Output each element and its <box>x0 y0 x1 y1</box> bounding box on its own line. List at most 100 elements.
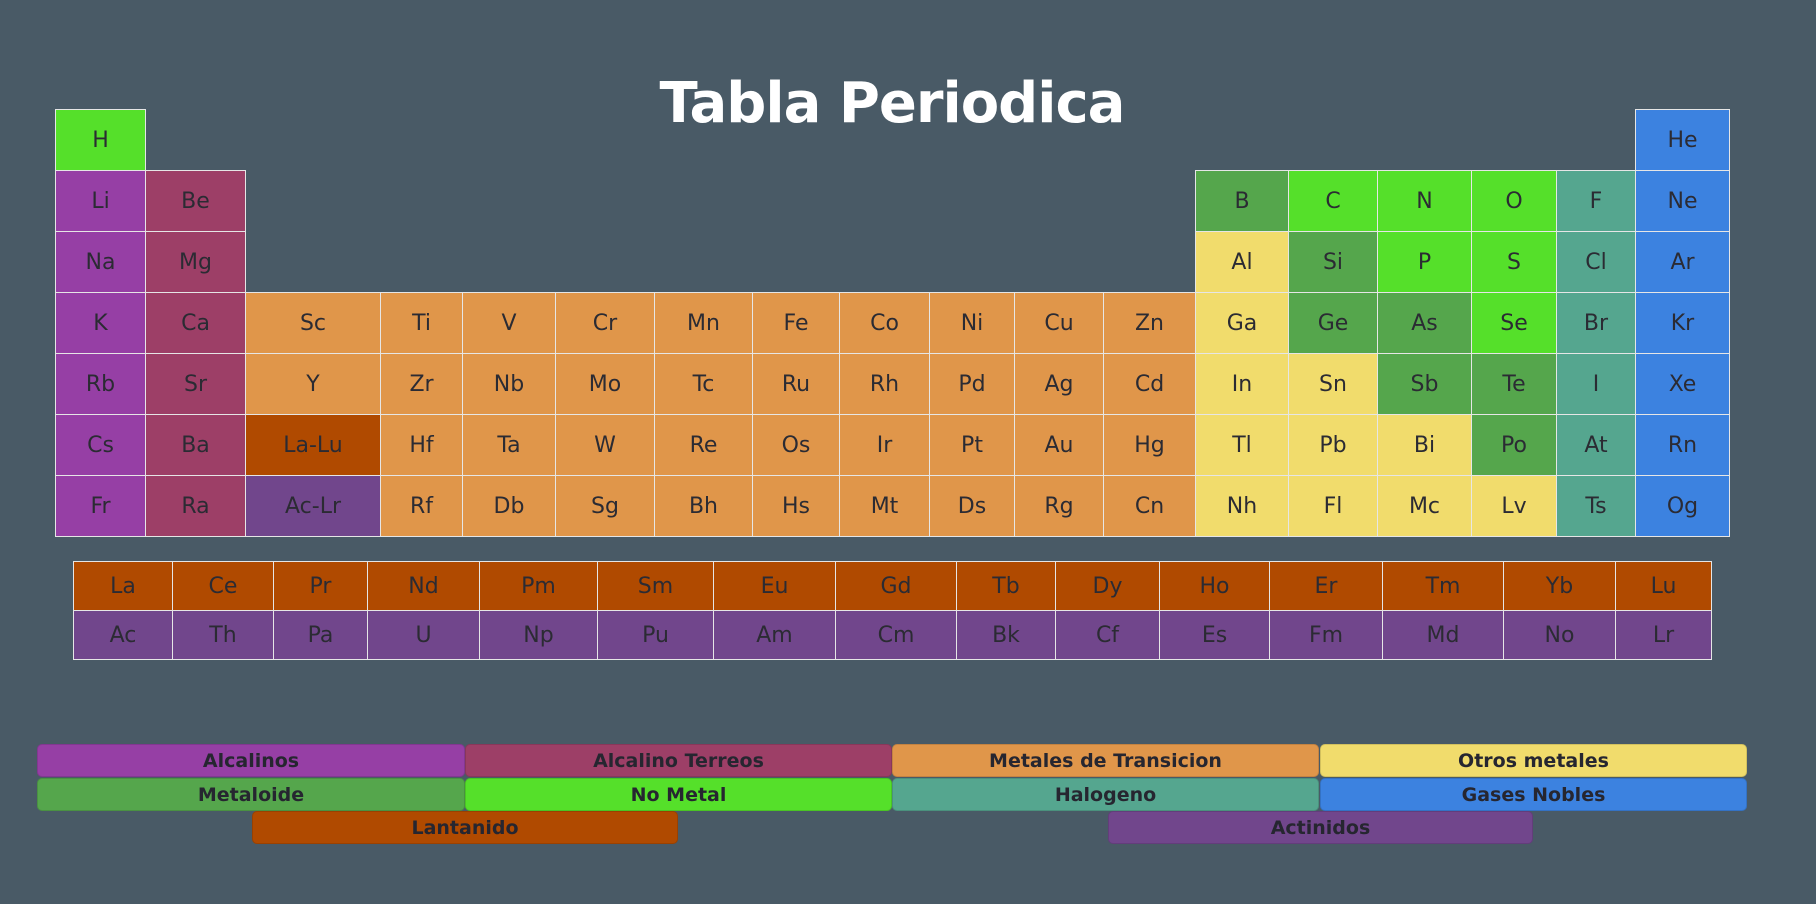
element-cell-sm[interactable]: Sm <box>597 561 714 611</box>
element-cell-ag[interactable]: Ag <box>1014 353 1104 415</box>
element-cell-in[interactable]: In <box>1195 353 1289 415</box>
element-cell-am[interactable]: Am <box>713 610 836 660</box>
element-cell-sr[interactable]: Sr <box>145 353 246 415</box>
element-cell-b[interactable]: B <box>1195 170 1289 232</box>
element-cell-ga[interactable]: Ga <box>1195 292 1289 354</box>
element-cell-ra[interactable]: Ra <box>145 475 246 537</box>
element-cell-ca[interactable]: Ca <box>145 292 246 354</box>
element-cell-sb[interactable]: Sb <box>1377 353 1472 415</box>
element-cell-cu[interactable]: Cu <box>1014 292 1104 354</box>
element-cell-bk[interactable]: Bk <box>956 610 1056 660</box>
element-cell-he[interactable]: He <box>1635 109 1730 171</box>
element-cell-w[interactable]: W <box>555 414 655 476</box>
element-cell-nb[interactable]: Nb <box>462 353 556 415</box>
element-cell-dy[interactable]: Dy <box>1055 561 1160 611</box>
element-cell-po[interactable]: Po <box>1471 414 1557 476</box>
element-cell-at[interactable]: At <box>1556 414 1636 476</box>
element-cell-th[interactable]: Th <box>172 610 274 660</box>
element-cell-np[interactable]: Np <box>479 610 598 660</box>
element-cell-rb[interactable]: Rb <box>55 353 146 415</box>
element-cell-ar[interactable]: Ar <box>1635 231 1730 293</box>
element-cell-re[interactable]: Re <box>654 414 753 476</box>
element-cell-tl[interactable]: Tl <box>1195 414 1289 476</box>
element-cell-au[interactable]: Au <box>1014 414 1104 476</box>
legend-button-lantanido[interactable]: Lantanido <box>252 811 678 844</box>
element-cell-mn[interactable]: Mn <box>654 292 753 354</box>
element-cell-co[interactable]: Co <box>839 292 930 354</box>
element-cell-no[interactable]: No <box>1503 610 1616 660</box>
element-cell-ba[interactable]: Ba <box>145 414 246 476</box>
element-cell-cn[interactable]: Cn <box>1103 475 1196 537</box>
element-cell-xe[interactable]: Xe <box>1635 353 1730 415</box>
element-cell-mc[interactable]: Mc <box>1377 475 1472 537</box>
element-cell-pa[interactable]: Pa <box>273 610 368 660</box>
element-cell-br[interactable]: Br <box>1556 292 1636 354</box>
element-cell-v[interactable]: V <box>462 292 556 354</box>
element-cell-pd[interactable]: Pd <box>929 353 1015 415</box>
element-cell-s[interactable]: S <box>1471 231 1557 293</box>
element-cell-pm[interactable]: Pm <box>479 561 598 611</box>
element-cell-ce[interactable]: Ce <box>172 561 274 611</box>
element-cell-la-lu[interactable]: La-Lu <box>245 414 381 476</box>
element-cell-ir[interactable]: Ir <box>839 414 930 476</box>
element-cell-ne[interactable]: Ne <box>1635 170 1730 232</box>
element-cell-c[interactable]: C <box>1288 170 1378 232</box>
element-cell-tb[interactable]: Tb <box>956 561 1056 611</box>
element-cell-u[interactable]: U <box>367 610 480 660</box>
element-cell-zr[interactable]: Zr <box>380 353 463 415</box>
element-cell-nh[interactable]: Nh <box>1195 475 1289 537</box>
element-cell-nd[interactable]: Nd <box>367 561 480 611</box>
legend-button-otros-metales[interactable]: Otros metales <box>1320 744 1747 777</box>
element-cell-ds[interactable]: Ds <box>929 475 1015 537</box>
element-cell-pr[interactable]: Pr <box>273 561 368 611</box>
element-cell-p[interactable]: P <box>1377 231 1472 293</box>
element-cell-ac-lr[interactable]: Ac-Lr <box>245 475 381 537</box>
legend-button-halogeno[interactable]: Halogeno <box>892 778 1319 811</box>
element-cell-pb[interactable]: Pb <box>1288 414 1378 476</box>
element-cell-fe[interactable]: Fe <box>752 292 840 354</box>
element-cell-n[interactable]: N <box>1377 170 1472 232</box>
element-cell-pt[interactable]: Pt <box>929 414 1015 476</box>
element-cell-sn[interactable]: Sn <box>1288 353 1378 415</box>
element-cell-ni[interactable]: Ni <box>929 292 1015 354</box>
element-cell-la[interactable]: La <box>73 561 173 611</box>
element-cell-al[interactable]: Al <box>1195 231 1289 293</box>
element-cell-gd[interactable]: Gd <box>835 561 957 611</box>
element-cell-i[interactable]: I <box>1556 353 1636 415</box>
legend-button-no-metal[interactable]: No Metal <box>465 778 892 811</box>
element-cell-sg[interactable]: Sg <box>555 475 655 537</box>
element-cell-db[interactable]: Db <box>462 475 556 537</box>
element-cell-ho[interactable]: Ho <box>1159 561 1270 611</box>
element-cell-er[interactable]: Er <box>1269 561 1383 611</box>
element-cell-o[interactable]: O <box>1471 170 1557 232</box>
element-cell-lr[interactable]: Lr <box>1615 610 1712 660</box>
element-cell-ta[interactable]: Ta <box>462 414 556 476</box>
element-cell-te[interactable]: Te <box>1471 353 1557 415</box>
element-cell-og[interactable]: Og <box>1635 475 1730 537</box>
element-cell-cl[interactable]: Cl <box>1556 231 1636 293</box>
element-cell-tm[interactable]: Tm <box>1382 561 1504 611</box>
element-cell-as[interactable]: As <box>1377 292 1472 354</box>
element-cell-lu[interactable]: Lu <box>1615 561 1712 611</box>
legend-button-transicion[interactable]: Metales de Transicion <box>892 744 1319 777</box>
element-cell-fm[interactable]: Fm <box>1269 610 1383 660</box>
element-cell-zn[interactable]: Zn <box>1103 292 1196 354</box>
legend-button-metaloide[interactable]: Metaloide <box>37 778 465 811</box>
legend-button-alcalino-terreos[interactable]: Alcalino Terreos <box>465 744 892 777</box>
element-cell-es[interactable]: Es <box>1159 610 1270 660</box>
legend-button-gases-nobles[interactable]: Gases Nobles <box>1320 778 1747 811</box>
element-cell-ru[interactable]: Ru <box>752 353 840 415</box>
element-cell-mg[interactable]: Mg <box>145 231 246 293</box>
element-cell-h[interactable]: H <box>55 109 146 171</box>
element-cell-bi[interactable]: Bi <box>1377 414 1472 476</box>
element-cell-na[interactable]: Na <box>55 231 146 293</box>
element-cell-mt[interactable]: Mt <box>839 475 930 537</box>
element-cell-be[interactable]: Be <box>145 170 246 232</box>
element-cell-rg[interactable]: Rg <box>1014 475 1104 537</box>
element-cell-f[interactable]: F <box>1556 170 1636 232</box>
element-cell-ge[interactable]: Ge <box>1288 292 1378 354</box>
element-cell-hg[interactable]: Hg <box>1103 414 1196 476</box>
element-cell-kr[interactable]: Kr <box>1635 292 1730 354</box>
element-cell-cr[interactable]: Cr <box>555 292 655 354</box>
element-cell-hs[interactable]: Hs <box>752 475 840 537</box>
